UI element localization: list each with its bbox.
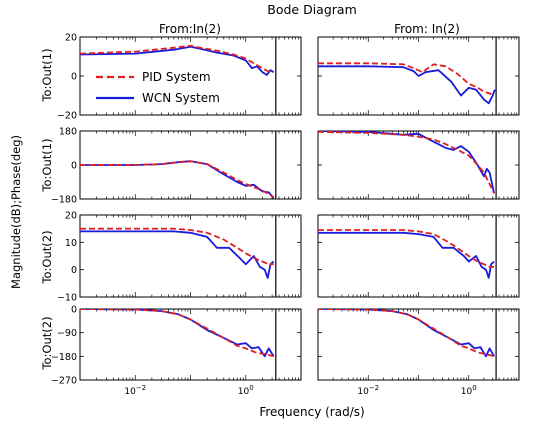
y-tick-label: −180 (51, 195, 77, 206)
series-line-pid (318, 131, 495, 194)
series-line-wcn (318, 231, 495, 279)
row-label-3: To:Out(2) (40, 230, 54, 284)
panel-frame (79, 214, 302, 298)
y-tick-label: 0 (71, 161, 77, 172)
y-axis-label: Magnitude(dB);Phase(deg) (9, 135, 23, 289)
y-tick-label: −90 (57, 328, 77, 339)
x-tick-label: 100 (238, 384, 254, 397)
y-tick-label: 10 (65, 238, 77, 249)
y-tick-label: 20 (65, 33, 77, 44)
x-tick-label: 10−2 (124, 384, 146, 397)
series-line-wcn (80, 230, 275, 279)
chart-title: Bode Diagram (267, 2, 357, 17)
legend-label-wcn: WCN System (142, 91, 220, 105)
panel-4-2: 10−2 100 (317, 308, 520, 397)
series-line-pid (80, 160, 275, 198)
series-line-pid (318, 309, 495, 358)
row-label-1: To:Out(1) (40, 48, 54, 102)
row-label-4: To:Out(2) (40, 316, 54, 370)
y-tick-label: −10 (57, 293, 77, 304)
series-line-wcn (318, 65, 496, 105)
y-tick-label: 20 (65, 211, 77, 222)
y-tick-label: 0 (71, 265, 77, 276)
x-axis-label: Frequency (rad/s) (259, 405, 364, 419)
x-tick-label: 10−2 (357, 384, 379, 397)
panel-1-2 (317, 36, 520, 116)
panel-3-2 (317, 214, 520, 298)
series-line-pid (318, 229, 495, 268)
series-line-wcn (318, 131, 495, 194)
series-line-pid (80, 227, 274, 266)
column-title-2: From: In(2) (394, 22, 460, 36)
legend-label-pid: PID System (142, 70, 211, 84)
panel-4-1: 0 −90 −180 −270 10−2 100 (51, 305, 302, 397)
y-tick-label: −270 (51, 376, 77, 387)
panel-frame (79, 36, 302, 116)
panel-1-1: 20 0 −20 (57, 33, 302, 122)
y-tick-label: 180 (59, 127, 77, 138)
column-title-1: From:In(2) (159, 22, 221, 36)
series-line-pid (318, 62, 495, 97)
y-tick-label: 0 (71, 305, 77, 316)
y-tick-label: −180 (51, 352, 77, 363)
series-line-wcn (80, 45, 275, 76)
panel-frame (317, 130, 520, 200)
series-line-pid (80, 44, 274, 73)
row-label-2: To:Out(1) (40, 138, 54, 192)
panel-2-1: 180 0 −180 (51, 127, 302, 206)
y-tick-label: 0 (71, 72, 77, 83)
legend: PID System WCN System (96, 70, 220, 105)
panel-frame (317, 214, 520, 298)
series-line-pid (80, 309, 274, 358)
x-tick-label: 100 (461, 384, 477, 397)
y-tick-label: −20 (57, 111, 77, 122)
panel-frame (79, 308, 302, 381)
labels-layer: Bode Diagram From:In(2) From: In(2) Freq… (9, 2, 460, 419)
panel-2-2 (317, 130, 520, 200)
panel-3-1: 20 10 0 −10 (57, 211, 302, 304)
